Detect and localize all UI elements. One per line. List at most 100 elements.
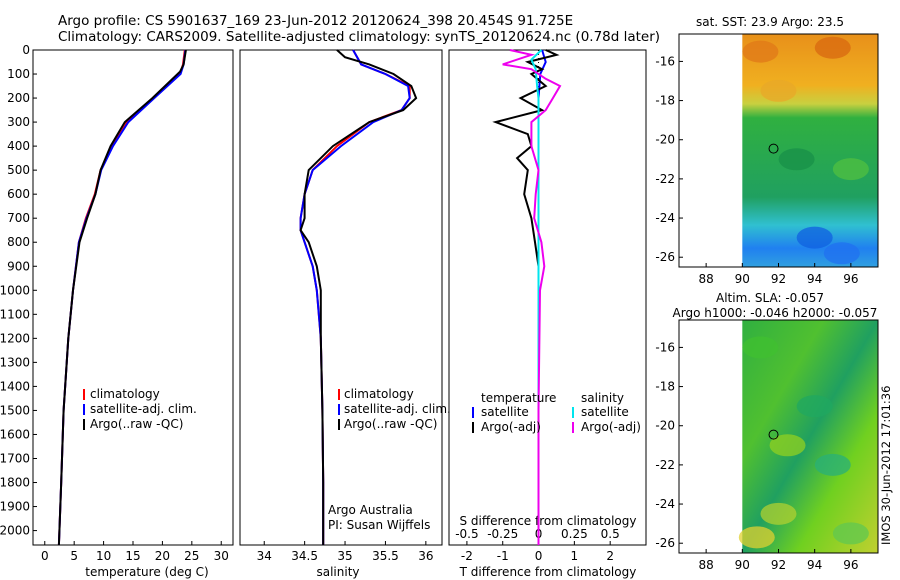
temperature-xlabel: temperature (deg C) [85,565,208,579]
sst-lat-label: -22 [655,172,675,186]
sst-lon-label: 92 [771,272,786,286]
depth-tick-label: 1100 [0,307,30,321]
temperature-tick-label: 5 [70,549,78,563]
salinity-legend-label: Argo(..raw -QC) [344,417,437,431]
depth-tick-label: 1800 [0,476,30,490]
depth-tick-label: 1700 [0,451,30,465]
depth-tick-label: 1300 [0,355,30,369]
sst-lon-label: 88 [698,272,713,286]
difference-legend-label: satellite [581,405,629,419]
sst-patch [778,148,815,171]
temp-diff-tick-label: -2 [461,549,473,563]
temperature-tick-label: 30 [214,549,229,563]
sst-patch [832,158,869,181]
temperature-legend-title: temperature [481,391,556,405]
sst-title: sat. SST: 23.9 Argo: 23.5 [696,15,844,29]
sst-patch [814,36,851,59]
sla-lat-label: -20 [655,419,675,433]
sla-patch [832,522,869,545]
title-line-2: Climatology: CARS2009. Satellite-adjuste… [58,29,661,45]
depth-tick-label: 1000 [0,283,30,297]
temp-diff-xlabel: T difference from climatology [459,565,637,579]
salinity-tick-label: 34 [257,549,272,563]
depth-tick-label: 1400 [0,379,30,393]
depth-tick-label: 1200 [0,331,30,345]
temperature-tick-label: 0 [41,549,49,563]
title-line-1: Argo profile: CS 5901637_169 23-Jun-2012… [58,13,574,29]
sla-lon-label: 96 [843,558,858,572]
sla-lon-label: 92 [771,558,786,572]
temperature-series-line [57,49,187,546]
sla-argo-marker [768,429,779,440]
difference-series-line [492,49,560,545]
depth-tick-label: 700 [7,211,30,225]
salinity-tick-label: 35.5 [372,549,399,563]
depth-tick-label: 500 [7,163,30,177]
depth-tick-label: 600 [7,187,30,201]
sla-lon-label: 88 [698,558,713,572]
difference-series-line [502,49,562,545]
sla-lat-label: -16 [655,340,675,354]
temp-diff-tick-label: 0 [535,549,543,563]
depth-tick-label: 900 [7,259,30,273]
difference-legend-label: Argo(-adj) [581,420,641,434]
difference-legend-label: Argo(-adj) [481,420,541,434]
sal-diff-tick-label: -0.5 [455,527,478,541]
temperature-series-line [57,49,186,546]
temperature-tick-label: 10 [96,549,111,563]
difference-panel-frame [448,49,647,546]
sst-lon-label: 96 [843,272,858,286]
salinity-legend-title: salinity [581,391,624,405]
side-timestamp: IMOS 30-Jun-2012 17:01:36 [879,385,893,545]
sst-lat-label: -16 [655,54,675,68]
sla-title: Altim. SLA: -0.057 [716,291,824,305]
depth-tick-label: 100 [7,67,30,81]
sla-lon-label: 90 [735,558,750,572]
sst-lat-label: -24 [655,211,675,225]
temperature-legend-label: satellite-adj. clim. [90,402,197,416]
sst-lat-label: -26 [655,250,675,264]
sla-patch [769,434,806,457]
sal-diff-tick-label: -0.25 [487,527,518,541]
salinity-tick-label: 36 [418,549,433,563]
temperature-legend-label: climatology [90,387,160,401]
depth-tick-label: 1600 [0,427,30,441]
salinity-tick-label: 35 [337,549,352,563]
temperature-tick-label: 15 [125,549,140,563]
sla-lat-label: -22 [655,458,675,472]
salinity-legend-label: climatology [344,387,414,401]
sst-lat-label: -18 [655,94,675,108]
depth-tick-label: 400 [7,139,30,153]
depth-tick-label: 2000 [0,524,30,538]
sst-lon-label: 94 [807,272,822,286]
sst-lon-label: 90 [735,272,750,286]
temperature-legend-label: Argo(..raw -QC) [90,417,183,431]
argo-australia-text: Argo Australia [328,503,413,517]
pi-name-text: PI: Susan Wijffels [328,518,430,532]
sla-lon-label: 94 [807,558,822,572]
salinity-series-line [299,49,411,545]
sla-lat-label: -18 [655,380,675,394]
temp-diff-tick-label: 1 [571,549,579,563]
salinity-tick-label: 34.5 [291,549,318,563]
temperature-tick-label: 20 [155,549,170,563]
sla-patch [738,526,775,549]
depth-tick-label: 0 [22,43,30,57]
sla-subtitle: Argo h1000: -0.046 h2000: -0.057 [673,306,878,320]
sal-diff-xlabel: S difference from climatology [460,514,637,528]
sst-patch [760,79,797,102]
depth-tick-label: 1900 [0,500,30,514]
sal-diff-tick-label: 0.25 [561,527,588,541]
temperature-tick-label: 25 [184,549,199,563]
sst-patch [796,226,833,249]
salinity-legend-label: satellite-adj. clim. [344,402,451,416]
sla-patch [814,453,851,476]
sal-diff-tick-label: 0.5 [601,527,620,541]
sla-patch [760,502,797,525]
sla-lat-label: -26 [655,536,675,550]
salinity-xlabel: salinity [316,565,359,579]
temp-diff-tick-label: 2 [606,549,614,563]
temp-diff-tick-label: -1 [497,549,509,563]
temperature-series-line [57,49,187,546]
